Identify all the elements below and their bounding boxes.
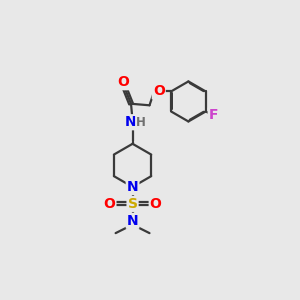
Text: N: N bbox=[125, 115, 137, 129]
Text: F: F bbox=[209, 108, 218, 122]
Text: O: O bbox=[153, 84, 165, 98]
Text: O: O bbox=[117, 75, 129, 89]
Text: N: N bbox=[127, 180, 138, 194]
Text: H: H bbox=[136, 116, 146, 129]
Text: N: N bbox=[127, 214, 138, 228]
Text: O: O bbox=[103, 197, 116, 211]
Text: S: S bbox=[128, 197, 138, 211]
Text: O: O bbox=[150, 197, 162, 211]
